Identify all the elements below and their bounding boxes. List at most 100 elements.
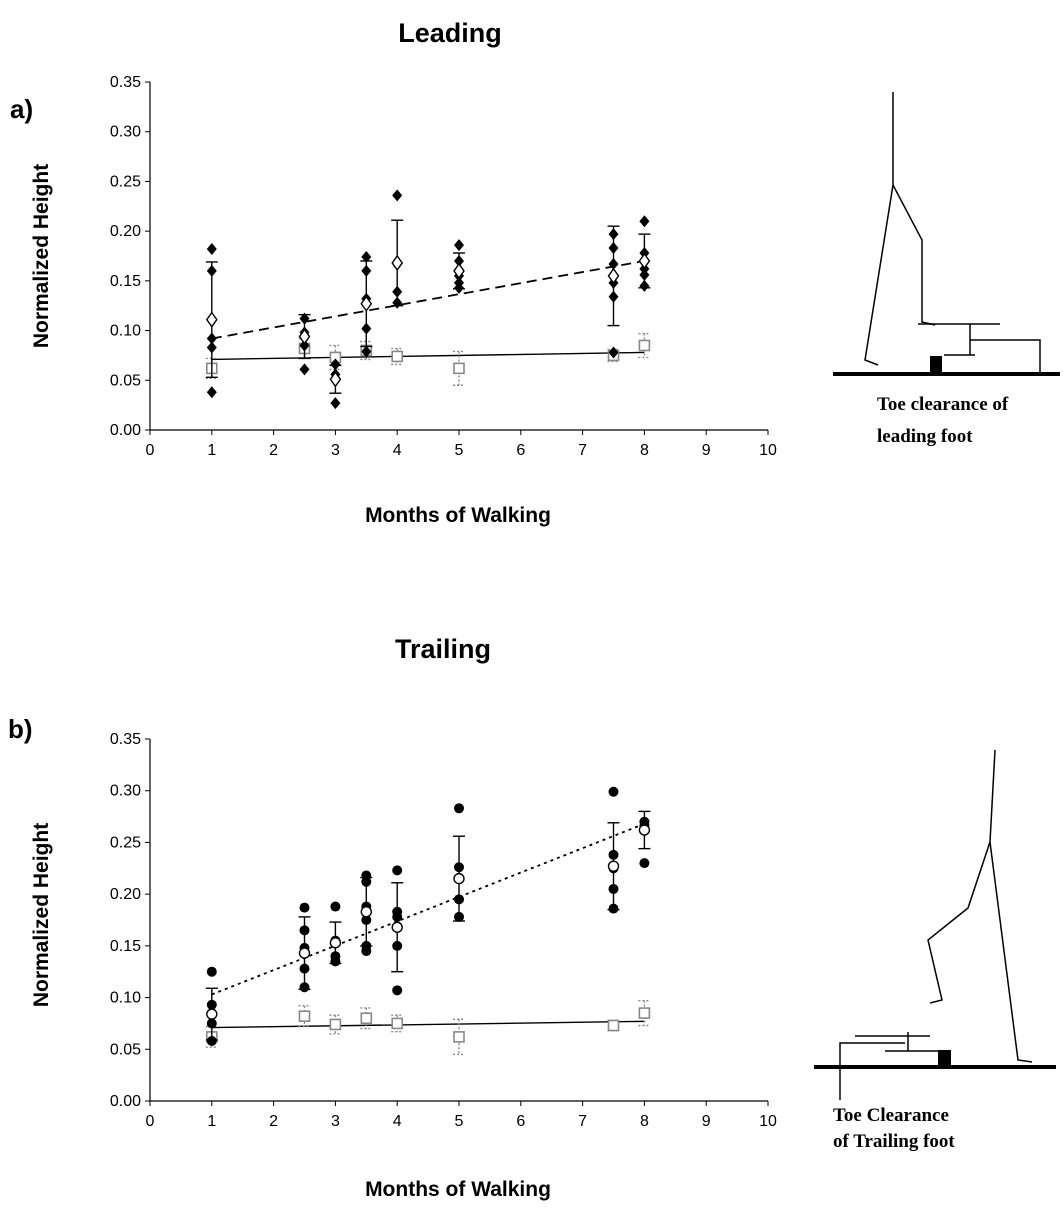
group-mean-point <box>360 906 372 918</box>
x-tick-label: 1 <box>207 1113 216 1130</box>
x-axis-title: Months of Walking <box>365 504 551 527</box>
caption-line-1: Toe clearance of <box>877 394 1009 415</box>
individual-data-point <box>299 982 310 993</box>
y-axis-title: Normalized Height <box>30 164 53 348</box>
x-tick-label: 7 <box>578 442 587 459</box>
individual-data-point <box>299 902 310 913</box>
trailing-panel: Trailing b) Months of Walking Normalized… <box>8 634 1056 1201</box>
toe-clearance-trailing-illustration: Toe Clearance of Trailing foot <box>814 749 1056 1152</box>
y-tick-label: 0.25 <box>110 834 141 851</box>
reference-trend-line <box>211 1020 645 1029</box>
individual-data-point <box>392 189 403 202</box>
individual-data-point <box>639 858 650 869</box>
obstacle-block <box>930 356 942 374</box>
y-axis-title: Normalized Height <box>30 823 53 1007</box>
y-tick-label: 0.15 <box>110 938 141 955</box>
y-tick-label: 0.20 <box>110 223 141 240</box>
x-tick-label: 2 <box>269 1113 278 1130</box>
x-tick-label: 9 <box>702 442 711 459</box>
x-tick-label: 3 <box>331 442 340 459</box>
individual-data-point <box>608 228 619 241</box>
y-tick-label: 0.35 <box>110 731 141 748</box>
x-tick-label: 3 <box>331 1113 340 1130</box>
y-tick-label: 0.10 <box>110 323 141 340</box>
reference-mean-point <box>329 1018 342 1031</box>
individual-data-point <box>206 243 217 256</box>
reference-mean-point <box>391 350 404 363</box>
reference-mean-point <box>391 1017 404 1030</box>
reference-mean-point <box>638 339 651 352</box>
x-tick-label: 9 <box>702 1113 711 1130</box>
individual-data-point <box>361 322 372 335</box>
x-tick-label: 10 <box>759 442 777 459</box>
individual-data-point <box>608 242 619 255</box>
mean-trend-line <box>211 822 645 996</box>
individual-data-point <box>299 339 310 352</box>
reference-mean-point <box>453 1031 465 1043</box>
reference-mean-point <box>360 1012 373 1025</box>
x-axis-title: Months of Walking <box>365 1178 551 1201</box>
plot-marks <box>205 189 651 410</box>
x-tick-label: 6 <box>516 1113 525 1130</box>
group-mean-point <box>453 262 465 280</box>
individual-data-point <box>608 786 619 797</box>
individual-data-point <box>608 346 619 359</box>
leader-line <box>839 1042 905 1100</box>
leader-line <box>970 339 1041 374</box>
reference-mean-point <box>638 1007 651 1019</box>
caption-line-1: Toe Clearance <box>833 1105 949 1126</box>
y-tick-label: 0.15 <box>110 273 141 290</box>
axes: 0.00 0.05 0.10 0.15 0.20 0.25 0.30 0.35 0 1 2 3 4 5 6 7… <box>110 74 777 459</box>
individual-data-point <box>608 883 619 894</box>
x-tick-label: 4 <box>393 442 402 459</box>
y-tick-label: 0.00 <box>110 1093 141 1110</box>
x-tick-label: 0 <box>146 1113 155 1130</box>
y-tick-label: 0.00 <box>110 422 141 439</box>
trailing-leg-path <box>927 841 991 1004</box>
individual-data-point <box>392 985 403 996</box>
individual-data-point <box>608 290 619 303</box>
group-mean-point <box>298 947 311 959</box>
x-tick-label: 0 <box>146 442 155 459</box>
reference-mean-point <box>453 362 465 375</box>
leading-panel: Leading a) Months of Walking Normalized … <box>10 18 1060 527</box>
x-tick-label: 8 <box>640 442 649 459</box>
individual-data-point <box>392 911 403 922</box>
x-tick-label: 7 <box>578 1113 587 1130</box>
individual-data-point <box>206 332 217 345</box>
individual-data-point <box>299 363 310 376</box>
leading-leg-path <box>892 184 936 326</box>
plot-marks <box>205 786 651 1056</box>
group-mean-point <box>206 1008 218 1020</box>
individual-data-point <box>392 865 403 876</box>
individual-data-point <box>330 358 341 371</box>
individual-data-point <box>639 268 650 281</box>
group-mean-point <box>607 860 620 872</box>
panel-label: b) <box>8 714 33 744</box>
reference-mean-point <box>298 1010 311 1022</box>
group-mean-point <box>298 328 311 345</box>
individual-data-point <box>454 911 464 922</box>
group-mean-point <box>453 872 465 885</box>
group-mean-point <box>607 267 620 285</box>
y-tick-label: 0.35 <box>110 74 141 91</box>
individual-data-point <box>361 264 372 277</box>
mean-trend-line <box>211 260 645 340</box>
y-tick-label: 0.05 <box>110 372 141 389</box>
individual-data-point <box>454 862 464 873</box>
chart-title: Trailing <box>395 634 491 664</box>
individual-data-point <box>206 264 217 277</box>
group-mean-point <box>329 371 342 388</box>
group-mean-point <box>638 252 651 270</box>
individual-data-point <box>454 281 464 294</box>
y-tick-label: 0.05 <box>110 1041 141 1058</box>
individual-data-point <box>206 999 217 1010</box>
group-mean-point <box>360 295 373 312</box>
individual-data-point <box>206 341 217 354</box>
reference-trend-line <box>211 351 645 361</box>
individual-data-point <box>361 876 372 887</box>
y-tick-label: 0.25 <box>110 173 141 190</box>
group-mean-point <box>205 311 218 328</box>
individual-data-point <box>299 312 310 325</box>
